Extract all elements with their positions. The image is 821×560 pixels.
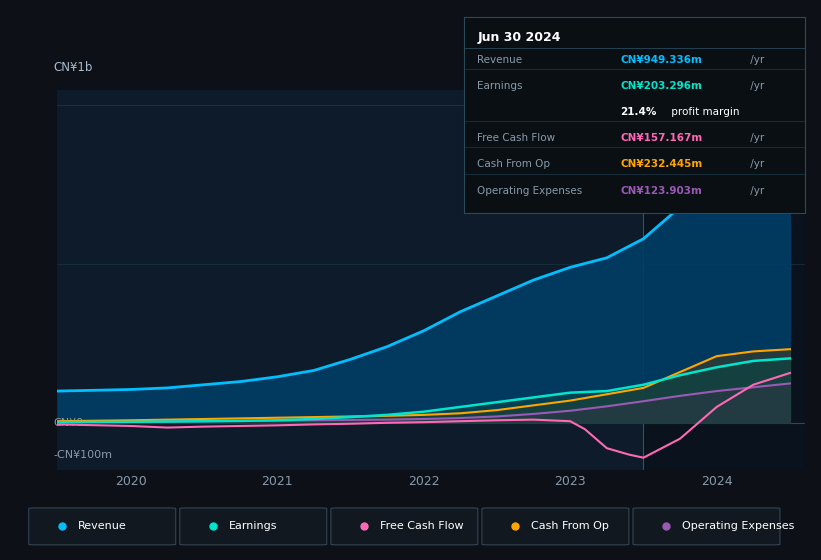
Text: Jun 30 2024: Jun 30 2024 <box>478 31 561 44</box>
Text: CN¥949.336m: CN¥949.336m <box>621 55 703 65</box>
FancyBboxPatch shape <box>180 508 327 545</box>
Text: /yr: /yr <box>746 185 764 195</box>
Text: CN¥157.167m: CN¥157.167m <box>621 133 703 143</box>
Text: profit margin: profit margin <box>668 107 740 117</box>
Text: Revenue: Revenue <box>78 521 126 531</box>
Text: Earnings: Earnings <box>229 521 277 531</box>
Text: Operating Expenses: Operating Expenses <box>682 521 795 531</box>
Text: CN¥1b: CN¥1b <box>53 62 93 74</box>
Text: /yr: /yr <box>746 55 764 65</box>
Text: /yr: /yr <box>746 81 764 91</box>
Text: Earnings: Earnings <box>478 81 523 91</box>
Text: CN¥123.903m: CN¥123.903m <box>621 185 703 195</box>
Text: CN¥232.445m: CN¥232.445m <box>621 160 703 170</box>
Text: Operating Expenses: Operating Expenses <box>478 185 583 195</box>
Text: 21.4%: 21.4% <box>621 107 657 117</box>
FancyBboxPatch shape <box>331 508 478 545</box>
FancyBboxPatch shape <box>633 508 780 545</box>
Text: Revenue: Revenue <box>478 55 523 65</box>
Text: Cash From Op: Cash From Op <box>531 521 609 531</box>
Text: CN¥203.296m: CN¥203.296m <box>621 81 703 91</box>
Text: /yr: /yr <box>746 160 764 170</box>
Text: Free Cash Flow: Free Cash Flow <box>478 133 556 143</box>
Bar <box>644 90 805 470</box>
Text: /yr: /yr <box>746 133 764 143</box>
FancyBboxPatch shape <box>29 508 176 545</box>
Text: -CN¥100m: -CN¥100m <box>53 450 112 460</box>
FancyBboxPatch shape <box>482 508 629 545</box>
Text: Cash From Op: Cash From Op <box>478 160 551 170</box>
Text: Free Cash Flow: Free Cash Flow <box>380 521 464 531</box>
Text: CN¥0: CN¥0 <box>53 418 84 428</box>
